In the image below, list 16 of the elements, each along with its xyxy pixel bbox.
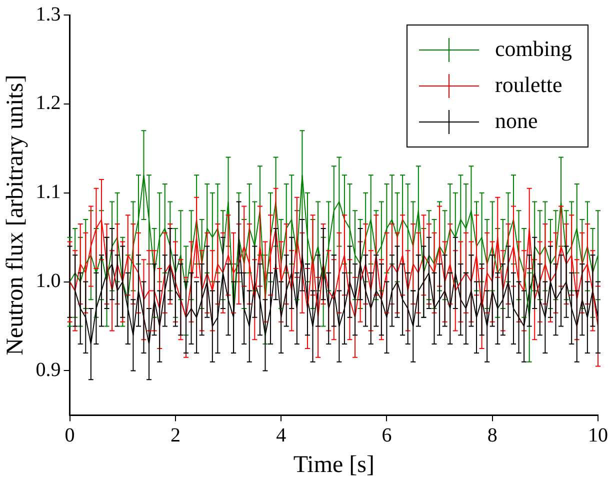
legend-label: none (495, 108, 538, 133)
y-tick-label: 1.3 (36, 3, 61, 26)
y-tick-label: 1.1 (36, 181, 61, 204)
y-tick-label: 1.2 (36, 92, 61, 114)
y-axis-title: Neutron flux [arbitrary units] (2, 74, 29, 356)
x-tick-label: 4 (276, 424, 286, 446)
x-axis-title: Time [s] (293, 452, 374, 478)
y-tick-label: 0.9 (36, 358, 61, 381)
x-tick-label: 6 (382, 424, 392, 446)
legend-label: combing (495, 36, 572, 61)
x-tick-label: 8 (487, 424, 498, 446)
x-tick-label: 10 (588, 424, 608, 446)
legend-label: roulette (495, 72, 562, 97)
x-tick-label: 2 (170, 424, 180, 446)
y-tick-label: 1.0 (36, 270, 61, 292)
x-tick-label: 0 (64, 424, 75, 446)
